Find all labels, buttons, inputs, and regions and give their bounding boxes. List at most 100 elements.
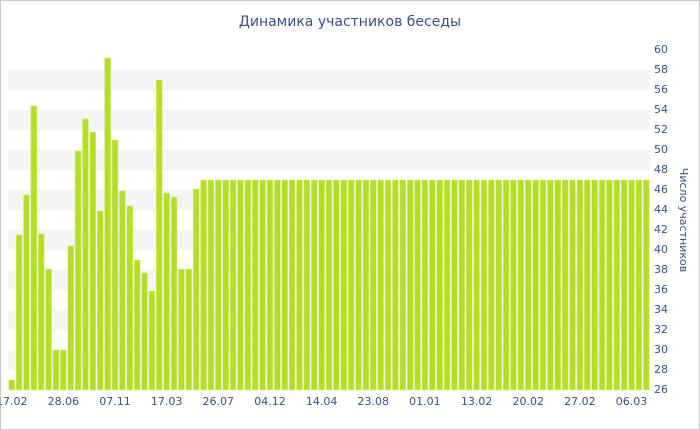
y-tick-label: 42: [654, 223, 668, 236]
bar: [170, 196, 178, 391]
bar: [473, 179, 480, 391]
y-tick-label: 60: [654, 43, 668, 56]
bar: [347, 179, 355, 391]
bar: [119, 190, 126, 391]
bar: [436, 179, 443, 391]
y-tick-label: 40: [654, 243, 668, 256]
bar: [370, 179, 377, 391]
bar: [37, 233, 45, 391]
bar: [620, 179, 628, 391]
y-tick-label: 34: [654, 303, 668, 316]
bar: [207, 179, 215, 391]
bar: [133, 259, 141, 391]
y-tick-label: 44: [654, 203, 668, 216]
y-tick-label: 36: [654, 283, 668, 296]
bar: [60, 349, 67, 391]
y-tick-label: 56: [654, 83, 668, 96]
bar: [340, 179, 348, 391]
bar: [406, 179, 414, 391]
bar: [384, 179, 392, 391]
bar: [606, 179, 613, 391]
bar: [569, 179, 576, 391]
bar: [156, 79, 163, 391]
bar: [399, 179, 407, 391]
bar: [643, 179, 650, 391]
bar: [288, 179, 296, 391]
bar: [8, 379, 15, 391]
bar: [539, 179, 547, 391]
bar: [266, 179, 274, 391]
x-tick-label: 13.02: [461, 395, 493, 408]
bar: [465, 179, 473, 391]
bar: [429, 179, 436, 391]
bar: [561, 179, 569, 391]
y-tick-label: 30: [654, 343, 668, 356]
bar: [377, 179, 384, 391]
grid-band: [8, 110, 650, 130]
bar: [178, 268, 185, 391]
y-tick-label: 38: [654, 263, 668, 276]
bar: [628, 179, 635, 391]
x-tick-label: 04.12: [254, 395, 286, 408]
bar: [524, 179, 532, 391]
bar: [554, 179, 562, 391]
bar: [532, 179, 539, 391]
bar: [23, 194, 30, 391]
bar: [325, 179, 333, 391]
y-tick-label: 58: [654, 63, 668, 76]
bar: [200, 179, 207, 391]
bar: [584, 179, 591, 391]
bar: [421, 179, 429, 391]
x-tick-label: 14.04: [306, 395, 338, 408]
bar: [458, 179, 466, 391]
bar: [82, 118, 89, 391]
bar: [237, 179, 244, 391]
bar: [67, 245, 74, 391]
x-tick-label: 23.08: [358, 395, 390, 408]
y-tick-label: 48: [654, 163, 668, 176]
y-tick-label: 32: [654, 323, 668, 336]
bar: [392, 179, 399, 391]
bar: [192, 188, 200, 391]
bar: [296, 179, 303, 391]
bar: [89, 131, 97, 391]
grid-band: [8, 70, 650, 90]
x-tick-label: 26.07: [203, 395, 235, 408]
bar: [111, 139, 119, 391]
bar: [45, 268, 52, 391]
x-tick-label: 07.11: [99, 395, 131, 408]
bar: [613, 179, 621, 391]
bar: [591, 179, 598, 391]
x-tick-label: 01.01: [409, 395, 441, 408]
bar: [52, 349, 60, 391]
bar: [251, 179, 259, 391]
bar: [222, 179, 229, 391]
bar: [495, 179, 502, 391]
x-tick-label: 06.03: [616, 395, 648, 408]
chart-title: Динамика участников беседы: [239, 14, 461, 30]
bar: [480, 179, 488, 391]
bar: [274, 179, 281, 391]
y-tick-label: 50: [654, 143, 668, 156]
bar: [510, 179, 517, 391]
bar: [502, 179, 510, 391]
bar: [635, 179, 643, 391]
bar: [185, 268, 193, 391]
bar: [96, 210, 104, 391]
bar: [163, 192, 170, 391]
x-tick-label: 17.03: [151, 395, 183, 408]
y-tick-label: 46: [654, 183, 668, 196]
bar: [576, 179, 584, 391]
x-tick-label: 28.06: [48, 395, 80, 408]
bar: [281, 179, 288, 391]
x-tick-label: 27.02: [564, 395, 596, 408]
bar: [141, 272, 148, 391]
bar: [229, 179, 237, 391]
bar: [517, 179, 525, 391]
bar: [15, 234, 23, 391]
bar: [318, 179, 325, 391]
bar: [148, 290, 156, 391]
y-tick-label: 28: [654, 363, 668, 376]
bar: [215, 179, 222, 391]
